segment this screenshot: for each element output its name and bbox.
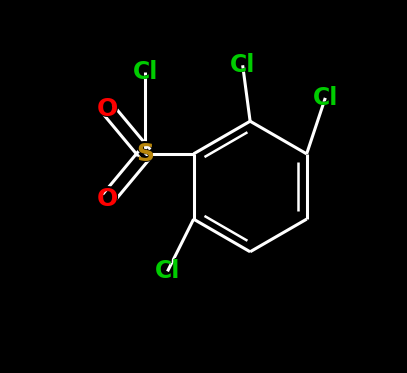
Text: S: S [136,142,154,166]
Text: Cl: Cl [132,60,158,84]
Text: Cl: Cl [311,85,339,111]
Text: Cl: Cl [313,86,338,110]
Text: O: O [97,186,118,211]
Text: O: O [96,185,120,213]
Text: Cl: Cl [155,259,180,283]
Text: S: S [135,140,155,168]
Text: O: O [96,95,120,123]
Text: Cl: Cl [228,52,257,78]
Text: O: O [97,97,118,121]
Text: Cl: Cl [153,258,182,284]
Text: Cl: Cl [131,59,160,85]
Text: Cl: Cl [230,53,255,77]
